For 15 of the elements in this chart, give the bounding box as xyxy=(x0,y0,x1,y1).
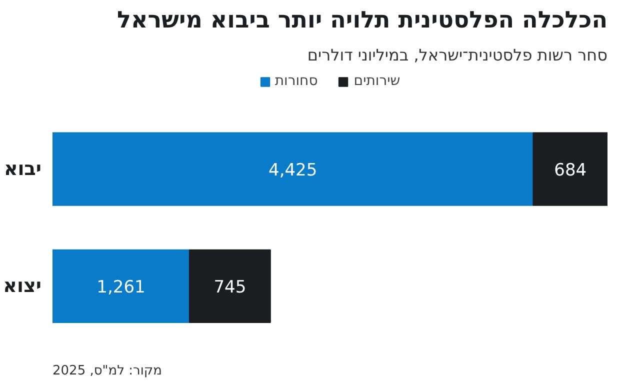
y-tick-label: יבוא xyxy=(4,158,42,180)
bar xyxy=(532,132,608,206)
bar xyxy=(188,249,271,324)
chart-subtitle: סחר רשות פלסטינית־ישראל, במיליוני דולרים xyxy=(307,46,608,64)
data-label: 684 xyxy=(554,160,587,181)
text: מקור: למ"ס, 2025 xyxy=(52,364,162,378)
data-label: 4,425 xyxy=(268,160,318,181)
data-label: 1,261 xyxy=(96,278,146,298)
legend-label: סחורות xyxy=(274,73,318,89)
legend-label: שירותים xyxy=(354,73,400,89)
bar xyxy=(52,132,534,206)
data-label: 745 xyxy=(214,278,246,298)
y-tick-label: יצוא xyxy=(3,275,42,298)
bar xyxy=(52,249,190,324)
chart-title: הכלכלה הפלסטינית תלויה יותר ביבוא מישראל xyxy=(117,8,608,34)
